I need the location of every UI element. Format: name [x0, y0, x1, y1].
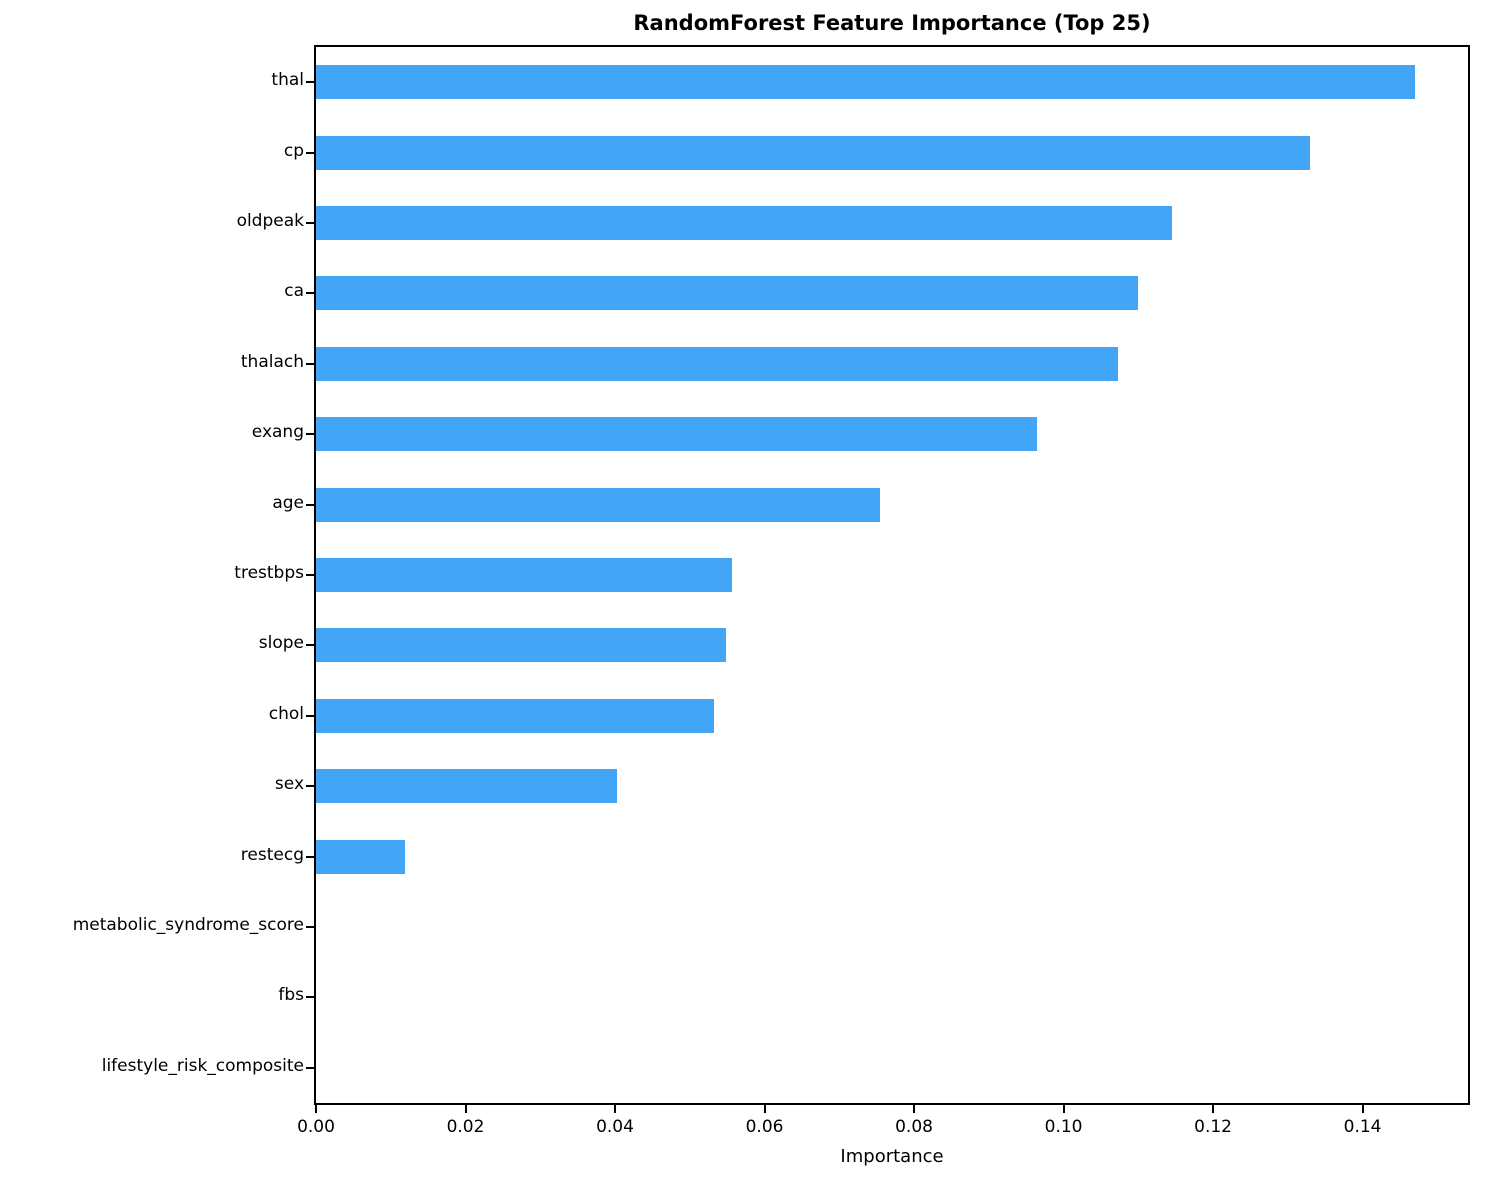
- y-tick-mark: [306, 644, 314, 647]
- x-tick-label: 0.00: [297, 1117, 335, 1137]
- x-tick-label: 0.14: [1343, 1117, 1382, 1137]
- y-tick-label: thal: [271, 70, 304, 91]
- y-tick-mark: [306, 926, 314, 928]
- y-tick-mark: [306, 292, 314, 295]
- y-axis-labels: thal cp oldpeak ca thalach exang age trestbps sl…: [0, 45, 304, 1105]
- y-tick-label: cp: [283, 140, 304, 161]
- y-tick-mark: [306, 785, 314, 788]
- x-tick-label: 0.02: [446, 1117, 485, 1137]
- y-tick-label: oldpeak: [236, 211, 304, 231]
- chart-title: RandomForest Feature Importance (Top 25): [633, 11, 1151, 35]
- bar: [316, 65, 1415, 100]
- y-tick-label: exang: [251, 422, 304, 443]
- y-tick-label: trestbps: [234, 563, 304, 583]
- x-tick-mark: [763, 1105, 766, 1113]
- x-tick-label: 0.12: [1194, 1117, 1232, 1137]
- y-tick-label: thalach: [240, 351, 304, 372]
- x-axis-title: Importance: [840, 1146, 944, 1167]
- x-tick-mark: [614, 1105, 617, 1113]
- y-tick-label: chol: [268, 703, 304, 724]
- y-tick-mark: [306, 855, 314, 858]
- x-tick-mark: [913, 1105, 916, 1113]
- plot-area: [306, 45, 1470, 1113]
- bar: [316, 769, 618, 804]
- y-tick-mark: [306, 503, 314, 506]
- x-axis: 0.00 0.02 0.04 0.06 0.08 0.10 0.12 0.14: [297, 1117, 1470, 1143]
- x-tick-mark: [1361, 1105, 1364, 1113]
- bar: [316, 135, 1311, 170]
- bar: [316, 346, 1119, 381]
- y-tick-label: restecg: [240, 844, 304, 865]
- y-tick-label: fbs: [278, 985, 304, 1006]
- bar: [316, 487, 881, 522]
- bar: [316, 206, 1172, 240]
- y-tick-mark: [306, 714, 314, 717]
- x-tick-mark: [1062, 1105, 1065, 1113]
- y-tick-mark: [306, 996, 314, 999]
- bar: [316, 839, 405, 874]
- x-tick-label: 0.10: [1044, 1117, 1083, 1137]
- y-tick-mark: [306, 81, 314, 84]
- y-tick-mark: [306, 433, 314, 436]
- x-tick-label: 0.06: [745, 1117, 784, 1137]
- y-tick-label: age: [272, 492, 304, 513]
- y-tick-label: sex: [274, 774, 304, 795]
- x-tick-mark: [315, 1105, 317, 1113]
- y-tick-mark: [306, 222, 314, 224]
- x-tick-label: 0.04: [596, 1117, 634, 1137]
- bar: [316, 558, 732, 592]
- x-tick-mark: [464, 1105, 467, 1113]
- y-tick-label: metabolic_syndrome_score: [72, 915, 304, 935]
- x-tick-label: 0.08: [895, 1117, 933, 1137]
- bar: [316, 417, 1037, 452]
- x-tick-mark: [1212, 1105, 1215, 1113]
- y-tick-label: lifestyle_risk_composite: [101, 1055, 304, 1076]
- y-tick-mark: [306, 1066, 314, 1069]
- y-tick-label: slope: [258, 633, 304, 654]
- bar: [316, 276, 1139, 311]
- bar: [316, 628, 726, 663]
- y-tick-mark: [306, 362, 314, 365]
- y-tick-mark: [306, 151, 314, 154]
- y-tick-label: ca: [284, 281, 304, 302]
- y-tick-mark: [306, 574, 314, 576]
- bar: [316, 698, 714, 733]
